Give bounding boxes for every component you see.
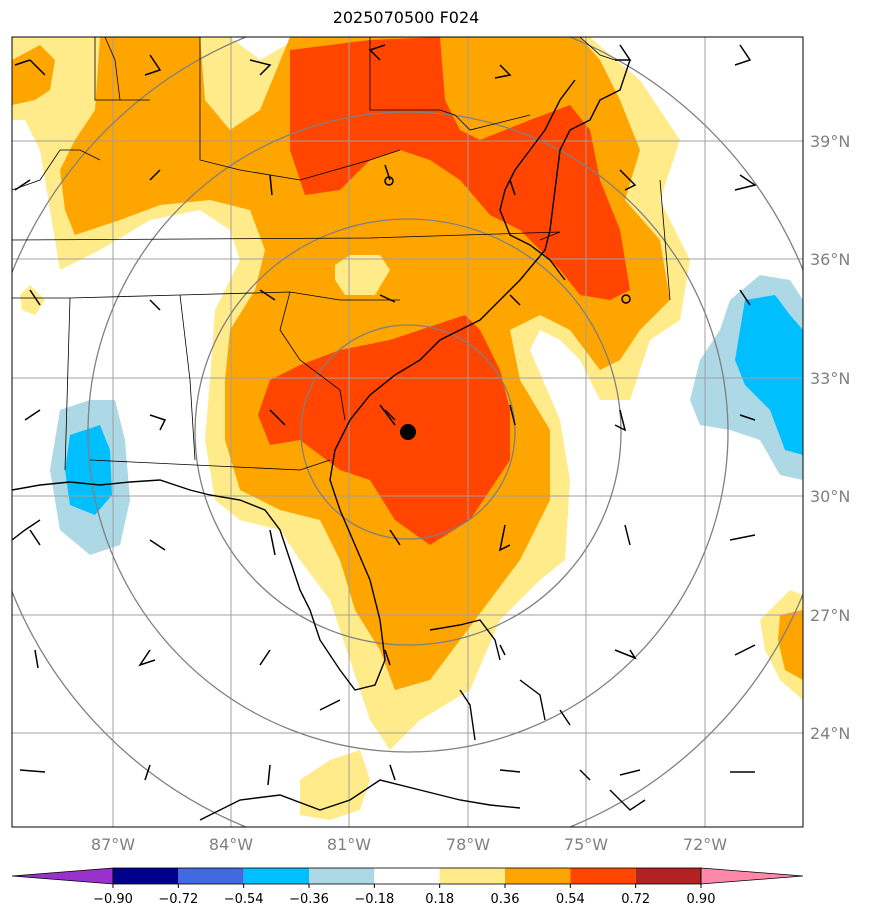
center-point-marker bbox=[400, 424, 416, 440]
colorbar-segment bbox=[570, 868, 636, 884]
colorbar-segment bbox=[309, 868, 375, 884]
colorbar-tick-label: −0.18 bbox=[354, 892, 394, 907]
colorbar-tick-label: 0.54 bbox=[556, 892, 585, 907]
lat-label-39: 39°N bbox=[810, 132, 850, 151]
colorbar-tick-label: −0.90 bbox=[93, 892, 133, 907]
colorbar-segment bbox=[439, 868, 505, 884]
colorbar-segment bbox=[635, 868, 701, 884]
colorbar-segment bbox=[113, 868, 179, 884]
plot-frame bbox=[11, 36, 804, 828]
lat-label-30: 30°N bbox=[810, 487, 850, 506]
lon-label-87: 87°W bbox=[91, 835, 135, 854]
small-circle-marker-east bbox=[621, 294, 631, 304]
fill-blue bbox=[65, 295, 803, 515]
colorbar-frame bbox=[112, 867, 702, 885]
map-plot-area bbox=[12, 37, 803, 827]
lon-label-81: 81°W bbox=[327, 835, 371, 854]
map-title: 2025070500 F024 bbox=[332, 8, 480, 27]
lat-label-36: 36°N bbox=[810, 250, 850, 269]
lon-label-75: 75°W bbox=[564, 835, 608, 854]
colorbar: −0.90 −0.72 −0.54 −0.36 −0.18 0.18 0.36 0.54 0.7… bbox=[11, 867, 804, 907]
lat-label-27: 27°N bbox=[810, 606, 850, 625]
wind-barbs bbox=[14, 44, 757, 786]
colorbar-tick-label: −0.54 bbox=[224, 892, 264, 907]
lon-label-72: 72°W bbox=[683, 835, 727, 854]
colorbar-extend-high bbox=[700, 867, 804, 885]
colorbar-tick-label: 0.36 bbox=[491, 892, 520, 907]
colorbar-tick-label: −0.72 bbox=[158, 892, 198, 907]
range-rings bbox=[12, 37, 803, 827]
colorbar-tick-label: −0.36 bbox=[289, 892, 329, 907]
lon-label-78: 78°W bbox=[446, 835, 490, 854]
colorbar-tick-label: 0.90 bbox=[687, 892, 716, 907]
lat-label-24: 24°N bbox=[810, 724, 850, 743]
colorbar-segment bbox=[505, 868, 571, 884]
colorbar-tick-label: 0.72 bbox=[621, 892, 650, 907]
colorbar-tick-label: 0.18 bbox=[425, 892, 454, 907]
small-circle-marker-north bbox=[384, 176, 394, 186]
fill-red-orange bbox=[258, 37, 630, 545]
colorbar-segment bbox=[374, 868, 440, 884]
colorbar-extend-low bbox=[11, 867, 114, 885]
coastlines bbox=[12, 59, 646, 821]
latitude-labels: 39°N 36°N 33°N 30°N 27°N 24°N bbox=[810, 132, 850, 743]
colorbar-segment bbox=[178, 868, 244, 884]
lon-label-84: 84°W bbox=[209, 835, 253, 854]
lat-label-33: 33°N bbox=[810, 369, 850, 388]
colorbar-segment bbox=[243, 868, 309, 884]
longitude-labels: 87°W 84°W 81°W 78°W 75°W 72°W bbox=[91, 835, 727, 854]
